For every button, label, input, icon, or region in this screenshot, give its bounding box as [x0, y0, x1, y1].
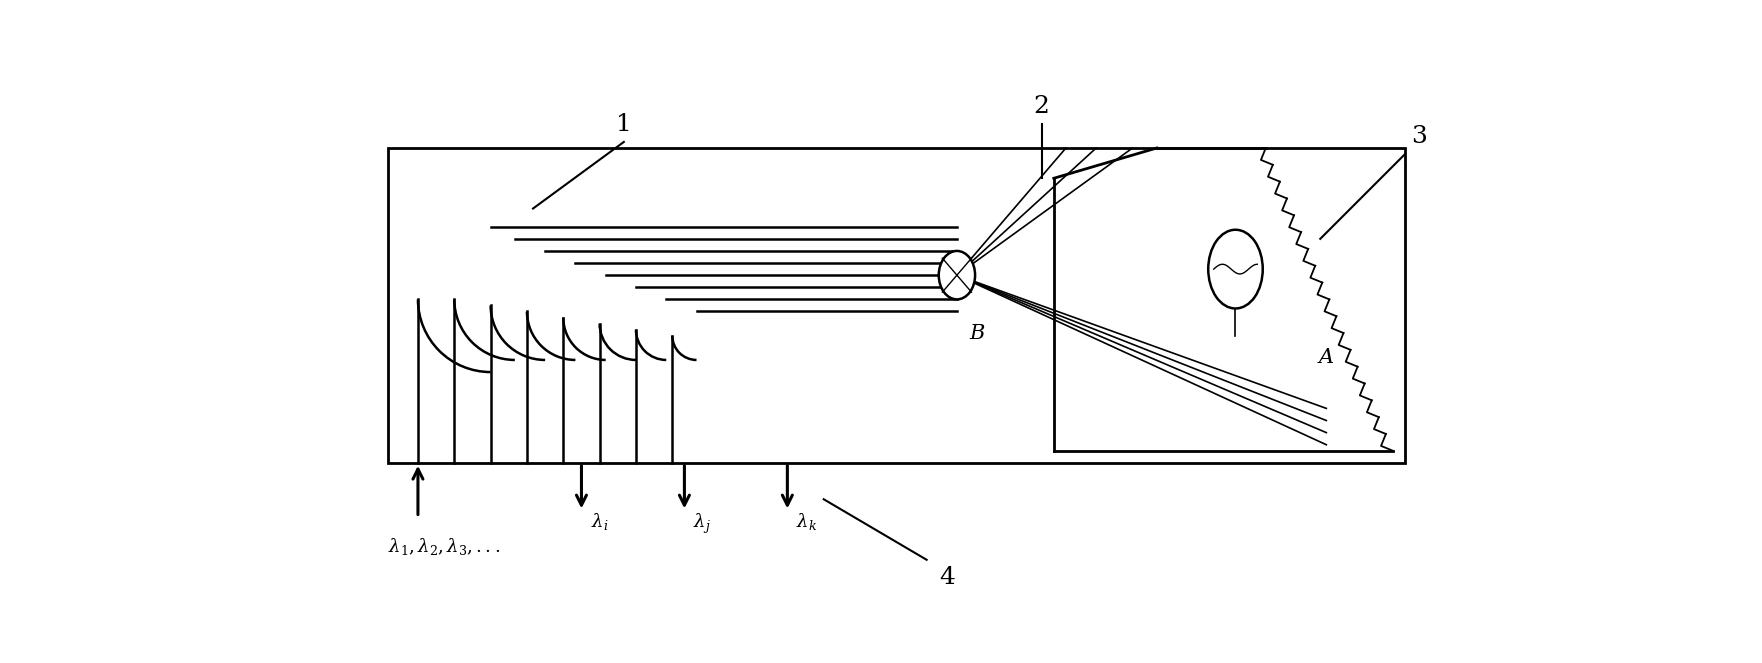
Text: 1: 1 — [617, 113, 633, 136]
Text: B: B — [969, 324, 985, 343]
Ellipse shape — [1209, 230, 1263, 308]
Text: $\lambda_j$: $\lambda_j$ — [694, 511, 712, 536]
Text: 3: 3 — [1411, 125, 1427, 148]
Text: $\lambda_k$: $\lambda_k$ — [796, 511, 818, 532]
Text: 2: 2 — [1034, 95, 1050, 118]
Bar — [388, 148, 1404, 463]
Text: A: A — [1318, 348, 1334, 367]
Text: 4: 4 — [939, 566, 955, 589]
Text: $\lambda_i$: $\lambda_i$ — [590, 511, 608, 532]
Ellipse shape — [939, 251, 974, 300]
Text: $\lambda_1,\lambda_2,\lambda_3,...$: $\lambda_1,\lambda_2,\lambda_3,...$ — [388, 536, 500, 556]
